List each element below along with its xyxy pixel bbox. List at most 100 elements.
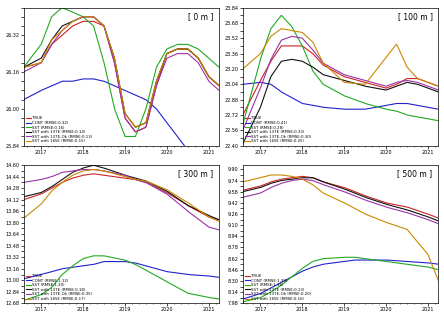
TRUE	[145, 119, 151, 122]
SST (RMSE:1.35)	[341, 255, 347, 259]
SST with 137E (RMSE:0.33)	[436, 90, 441, 94]
CONT (RMSE:0.32)	[99, 79, 104, 83]
SST (RMSE:0.28)	[305, 55, 310, 59]
SST with 137E-Ok (RMSE:0.30)	[382, 84, 387, 88]
SST with 137E-Ok (RMSE:0.20)	[318, 182, 323, 186]
SST with 137E-Ok (RMSE:0.30)	[364, 79, 369, 83]
SST with 137E (RMSE:0.14)	[217, 84, 222, 88]
SST with 165E (RMSE:0.17)	[217, 219, 222, 223]
TRUE	[163, 55, 168, 59]
SST (RMSE:1.20)	[91, 254, 96, 258]
SST with 137E (RMSE:0.14)	[133, 125, 138, 129]
TRUE	[85, 19, 91, 23]
SST with 165E (RMSE:0.16)	[240, 180, 246, 184]
SST with 137E-Ok (RMSE:0.35)	[99, 169, 104, 172]
SST with 165E (RMSE:0.15)	[163, 54, 168, 58]
SST with 137E (RMSE:0.18)	[85, 165, 90, 169]
SST with 137E (RMSE:0.33)	[305, 62, 310, 66]
SST with 137E (RMSE:0.18)	[163, 189, 169, 193]
SST with 165E (RMSE:0.25)	[240, 67, 246, 71]
SST with 137E (RMSE:0.13)	[436, 219, 441, 223]
SST (RMSE:1.35)	[317, 258, 323, 261]
SST with 165E (RMSE:0.17)	[85, 169, 90, 172]
SST (RMSE:0.28)	[279, 14, 284, 17]
SST with 137E (RMSE:0.33)	[264, 88, 269, 92]
TRUE	[99, 173, 104, 177]
SST with 137E (RMSE:0.33)	[318, 71, 323, 75]
SST with 165E (RMSE:0.15)	[81, 15, 86, 19]
CONT (RMSE:0.41)	[240, 82, 246, 86]
Text: [ 0 m ]: [ 0 m ]	[188, 12, 214, 21]
CONT (RMSE:1.12)	[85, 263, 90, 267]
SST with 137E (RMSE:0.14)	[21, 66, 26, 69]
SST with 137E (RMSE:0.14)	[164, 52, 170, 56]
Line: TRUE: TRUE	[243, 176, 438, 218]
Line: CONT (RMSE:0.41): CONT (RMSE:0.41)	[243, 82, 438, 109]
SST (RMSE:1.20)	[85, 256, 90, 259]
SST with 165E (RMSE:0.15)	[164, 52, 170, 56]
SST with 137E-Ok (RMSE:0.30)	[289, 34, 294, 38]
CONT (RMSE:0.41)	[318, 105, 323, 109]
SST with 137E (RMSE:0.33)	[383, 88, 388, 92]
SST (RMSE:1.35)	[304, 264, 309, 267]
TRUE	[364, 194, 369, 198]
SST with 137E-Ok (RMSE:0.13)	[145, 119, 151, 122]
CONT (RMSE:1.12)	[163, 270, 169, 273]
TRUE	[364, 81, 369, 85]
SST with 137E (RMSE:0.14)	[145, 114, 151, 118]
SST with 137E (RMSE:0.18)	[163, 188, 168, 192]
SST with 165E (RMSE:0.16)	[382, 220, 387, 224]
Line: SST (RMSE:1.20): SST (RMSE:1.20)	[24, 256, 219, 301]
SST (RMSE:0.16)	[85, 19, 91, 23]
Line: SST with 137E-Ok (RMSE:0.20): SST with 137E-Ok (RMSE:0.20)	[243, 179, 438, 224]
CONT (RMSE:0.41)	[264, 82, 270, 86]
TRUE	[144, 181, 150, 185]
SST with 137E (RMSE:0.13)	[382, 202, 387, 206]
TRUE	[163, 190, 169, 194]
Line: SST with 137E (RMSE:0.14): SST with 137E (RMSE:0.14)	[24, 17, 219, 127]
CONT (RMSE:1.12)	[144, 264, 150, 268]
TRUE	[133, 130, 138, 134]
SST with 165E (RMSE:0.17)	[21, 217, 26, 220]
Line: TRUE: TRUE	[243, 46, 438, 115]
SST (RMSE:1.35)	[364, 257, 369, 261]
CONT (RMSE:0.41)	[341, 107, 347, 111]
CONT (RMSE:0.32)	[163, 120, 169, 124]
SST (RMSE:1.35)	[383, 259, 388, 263]
CONT (RMSE:1.39)	[317, 263, 323, 267]
CONT (RMSE:1.39)	[240, 297, 246, 301]
SST with 137E-Ok (RMSE:0.13)	[133, 130, 138, 134]
TRUE	[217, 84, 222, 88]
SST with 137E (RMSE:0.13)	[364, 196, 369, 200]
TRUE	[240, 188, 246, 192]
Text: [ 500 m ]: [ 500 m ]	[397, 169, 432, 178]
CONT (RMSE:1.39)	[353, 258, 358, 262]
SST with 165E (RMSE:0.25)	[264, 42, 269, 46]
CONT (RMSE:1.39)	[436, 262, 441, 266]
SST with 165E (RMSE:0.16)	[264, 174, 269, 178]
SST with 137E-Ok (RMSE:0.20)	[383, 205, 388, 209]
TRUE	[264, 68, 269, 72]
SST (RMSE:1.20)	[99, 254, 104, 258]
SST with 137E-Ok (RMSE:0.20)	[364, 198, 369, 202]
CONT (RMSE:1.39)	[383, 258, 388, 262]
SST (RMSE:0.16)	[59, 6, 65, 10]
SST with 137E-Ok (RMSE:0.13)	[99, 22, 104, 26]
SST with 137E-Ok (RMSE:0.20)	[300, 177, 305, 181]
TRUE	[21, 198, 26, 202]
Line: SST with 137E (RMSE:0.18): SST with 137E (RMSE:0.18)	[24, 165, 219, 220]
Line: SST with 137E-Ok (RMSE:0.13): SST with 137E-Ok (RMSE:0.13)	[24, 17, 219, 132]
SST with 165E (RMSE:0.25)	[364, 81, 369, 85]
CONT (RMSE:1.12)	[163, 269, 168, 273]
SST with 137E-Ok (RMSE:0.35)	[81, 168, 86, 171]
SST with 137E-Ok (RMSE:0.20)	[436, 222, 441, 226]
SST with 137E (RMSE:0.13)	[305, 176, 310, 180]
SST with 137E (RMSE:0.18)	[21, 195, 26, 199]
SST with 137E-Ok (RMSE:0.13)	[44, 51, 50, 54]
CONT (RMSE:0.32)	[217, 185, 222, 189]
Line: SST with 137E-Ok (RMSE:0.30): SST with 137E-Ok (RMSE:0.30)	[243, 36, 438, 130]
CONT (RMSE:0.41)	[436, 107, 441, 111]
CONT (RMSE:1.12)	[102, 260, 107, 264]
SST with 137E (RMSE:0.13)	[383, 202, 388, 206]
SST with 137E (RMSE:0.14)	[81, 15, 86, 19]
